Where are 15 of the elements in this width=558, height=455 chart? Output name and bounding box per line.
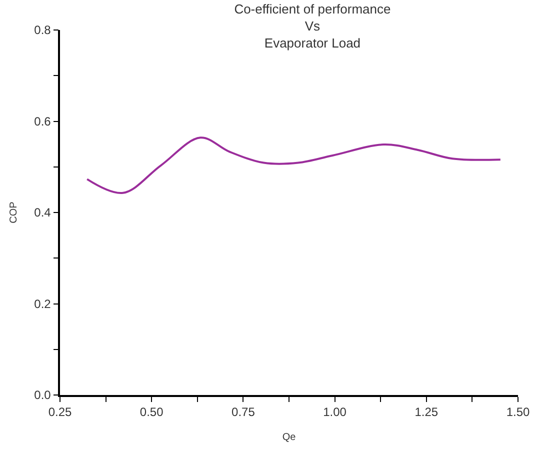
x-tick-label: 0.75	[232, 405, 256, 420]
y-tick-label: 0.8	[34, 23, 52, 38]
chart-title: Co-efficient of performance Vs Evaporator Load	[234, 2, 391, 50]
x-tick-label: 0.50	[140, 405, 164, 420]
y-tick-label: 0.2	[34, 296, 52, 311]
x-tick-label: 0.25	[48, 405, 72, 420]
y-tick-label: 0.6	[34, 114, 52, 128]
y-tick-label: 0.0	[34, 388, 52, 402]
x-tick-label: 1.00	[323, 405, 347, 420]
x-tick-label: 1.50	[506, 405, 530, 420]
x-tick-label: 1.25	[414, 405, 438, 420]
y-tick-label: 0.4	[34, 206, 52, 220]
x-axis-title: Qe	[282, 432, 296, 444]
line-series	[86, 136, 502, 194]
y-axis-title: COP	[8, 201, 20, 224]
